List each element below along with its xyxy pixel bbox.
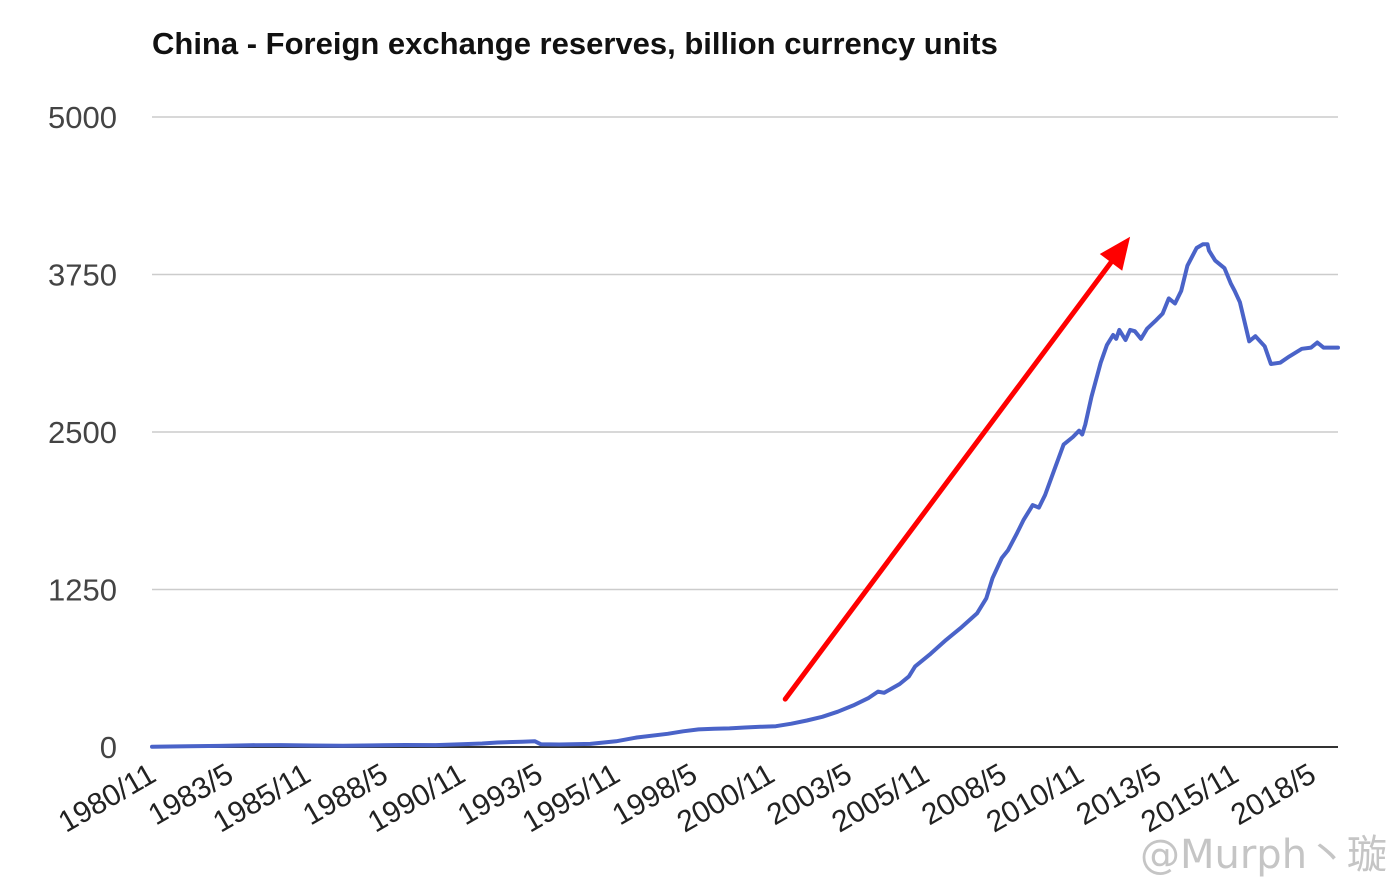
series-line	[150, 242, 1340, 749]
series-lines	[150, 242, 1340, 749]
x-tick-label: 2018/5	[1226, 757, 1322, 831]
y-axis-tick-labels: 0 1250 2500 3750 5000	[48, 100, 117, 765]
arrow-head	[1099, 236, 1131, 271]
chart-title: China - Foreign exchange reserves, billi…	[152, 26, 998, 61]
arrow-shaft	[782, 259, 1114, 702]
y-tick-label: 3750	[48, 258, 117, 293]
watermark-text: @Murph丶璇	[1140, 832, 1388, 878]
y-tick-label: 5000	[48, 100, 117, 135]
y-tick-label: 0	[100, 730, 117, 765]
gridlines	[152, 116, 1338, 748]
y-tick-label: 2500	[48, 415, 117, 450]
x-tick-label: 1980/11	[53, 757, 161, 839]
x-axis-tick-labels: 1980/111983/51985/111988/51990/111993/51…	[53, 757, 1322, 839]
y-tick-label: 1250	[48, 573, 117, 608]
annotations	[782, 236, 1131, 702]
